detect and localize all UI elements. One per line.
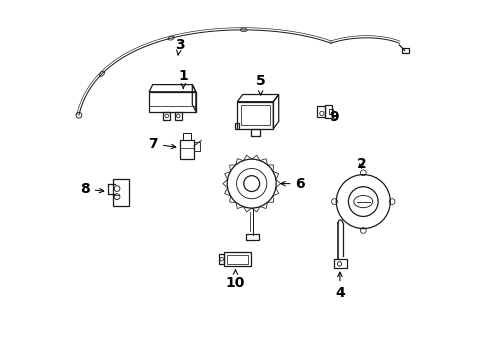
Bar [224,252,250,266]
Bar [328,109,333,114]
Text: 2: 2 [356,157,366,171]
Bar [317,106,325,117]
Text: 5: 5 [255,74,265,95]
Text: 9: 9 [328,110,338,124]
Bar [226,255,247,264]
Bar [245,234,259,240]
Text: 3: 3 [175,38,184,55]
Bar [235,123,239,129]
Bar [219,254,224,264]
Text: 1: 1 [178,69,188,88]
Bar [194,142,199,151]
Bar [333,259,347,268]
Text: 10: 10 [225,270,244,289]
Text: 6: 6 [280,177,305,190]
Text: 7: 7 [148,137,176,151]
Bar [175,112,181,120]
Bar [179,139,194,159]
Text: 8: 8 [80,182,103,196]
Text: 4: 4 [334,272,344,300]
Bar [113,179,129,206]
Bar [325,105,331,118]
Bar [237,102,273,129]
Bar [250,129,259,136]
Bar [241,105,269,125]
Bar [182,133,191,140]
Bar [163,112,170,120]
